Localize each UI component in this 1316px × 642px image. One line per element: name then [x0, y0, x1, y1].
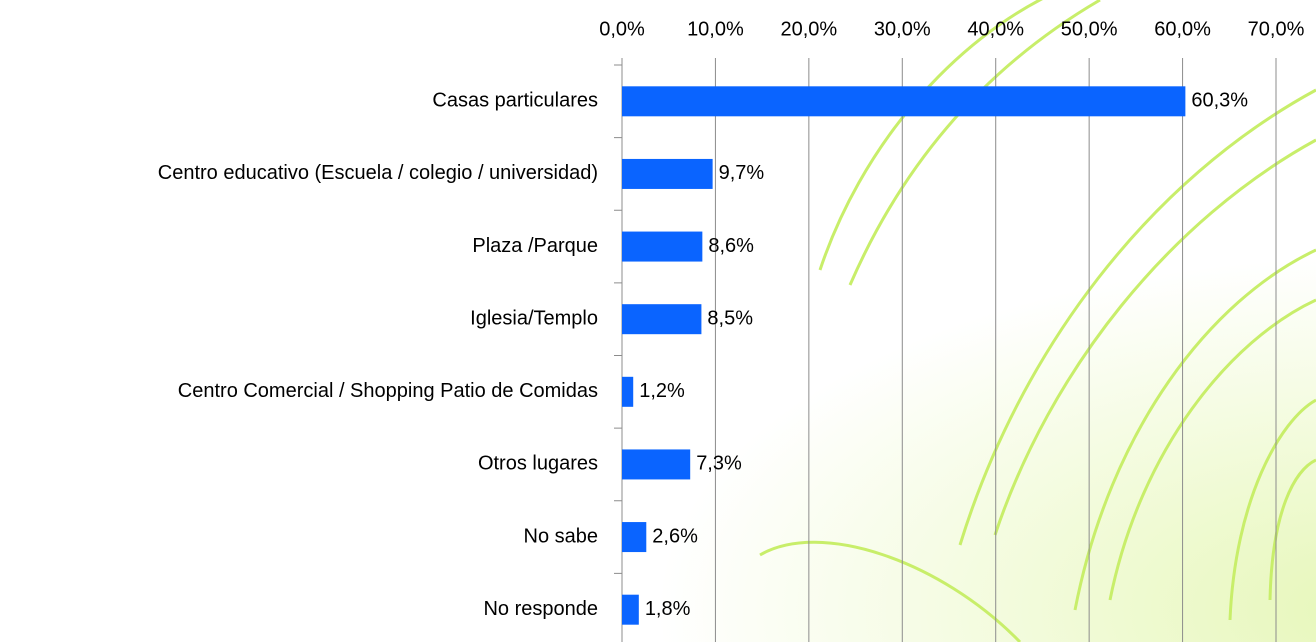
- swirl: [1073, 248, 1316, 611]
- bar: [622, 376, 634, 407]
- y-tick-label: Casas particulares: [432, 90, 598, 112]
- value-label: 2,6%: [652, 525, 698, 547]
- swirl: [848, 0, 1101, 286]
- x-tick-label: 0,0%: [599, 18, 645, 40]
- bar: [622, 449, 691, 480]
- value-label: 7,3%: [696, 453, 742, 475]
- bar: [622, 594, 639, 625]
- value-label: 9,7%: [719, 162, 765, 184]
- bar: [622, 86, 1186, 117]
- swirl: [993, 138, 1316, 536]
- value-label: 60,3%: [1191, 90, 1248, 112]
- value-label: 1,2%: [639, 380, 685, 402]
- x-tick-label: 60,0%: [1154, 18, 1211, 40]
- decoration: [759, 0, 1316, 642]
- swirl: [1108, 298, 1316, 601]
- bar: [622, 158, 713, 189]
- y-tick-label: Centro Comercial / Shopping Patio de Com…: [178, 380, 598, 402]
- swirl: [958, 88, 1316, 546]
- y-tick-label: No sabe: [524, 525, 599, 547]
- swirl: [1228, 398, 1316, 621]
- y-tick-label: Centro educativo (Escuela / colegio / un…: [158, 162, 598, 184]
- x-tick-label: 70,0%: [1248, 18, 1305, 40]
- value-label: 8,5%: [707, 307, 753, 329]
- swirl: [759, 540, 1022, 642]
- bar: [622, 522, 647, 553]
- value-label: 1,8%: [645, 598, 691, 620]
- value-label: 8,6%: [708, 235, 754, 257]
- x-tick-label: 20,0%: [780, 18, 837, 40]
- x-tick-label: 30,0%: [874, 18, 931, 40]
- x-tick-label: 40,0%: [967, 18, 1024, 40]
- x-tick-label: 10,0%: [687, 18, 744, 40]
- y-tick-label: Otros lugares: [478, 453, 598, 475]
- bar: [622, 304, 702, 335]
- bar: [622, 231, 703, 262]
- y-tick-label: Plaza /Parque: [472, 235, 598, 257]
- x-tick-label: 50,0%: [1061, 18, 1118, 40]
- y-tick-label: Iglesia/Templo: [470, 307, 598, 329]
- swirl: [1268, 458, 1316, 601]
- y-tick-label: No responde: [483, 598, 598, 620]
